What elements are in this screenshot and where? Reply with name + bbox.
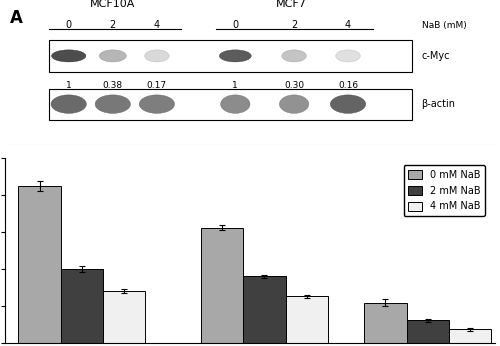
Bar xyxy=(49,40,412,72)
Text: 2: 2 xyxy=(110,20,116,30)
Ellipse shape xyxy=(144,50,169,62)
Bar xyxy=(103,291,146,343)
Ellipse shape xyxy=(282,50,306,62)
Text: 0: 0 xyxy=(66,20,72,30)
Text: NaB (mM): NaB (mM) xyxy=(422,21,466,30)
Bar xyxy=(364,303,406,343)
Bar xyxy=(286,296,328,343)
Ellipse shape xyxy=(51,95,86,113)
Bar xyxy=(18,186,60,343)
Text: 0: 0 xyxy=(232,20,238,30)
Text: β-actin: β-actin xyxy=(422,99,456,109)
Ellipse shape xyxy=(280,95,309,113)
Text: 1: 1 xyxy=(232,81,238,90)
Text: 1: 1 xyxy=(66,81,71,90)
Text: 2: 2 xyxy=(291,20,297,30)
Ellipse shape xyxy=(220,50,251,62)
Text: 0.38: 0.38 xyxy=(102,81,123,90)
Bar xyxy=(49,89,412,120)
Legend: 0 mM NaB, 2 mM NaB, 4 mM NaB: 0 mM NaB, 2 mM NaB, 4 mM NaB xyxy=(404,165,485,216)
Ellipse shape xyxy=(330,95,366,113)
Ellipse shape xyxy=(95,95,130,113)
Text: MCF10A: MCF10A xyxy=(90,0,136,9)
Bar xyxy=(201,228,244,343)
Bar xyxy=(406,320,449,343)
Text: c-Myc: c-Myc xyxy=(422,51,450,61)
Text: 0.17: 0.17 xyxy=(147,81,167,90)
Text: MCF7: MCF7 xyxy=(276,0,307,9)
Text: 0.30: 0.30 xyxy=(284,81,304,90)
Text: 0.16: 0.16 xyxy=(338,81,358,90)
Ellipse shape xyxy=(220,95,250,113)
Bar xyxy=(244,276,286,343)
Ellipse shape xyxy=(140,95,174,113)
Bar xyxy=(449,329,491,343)
Text: 4: 4 xyxy=(345,20,351,30)
Ellipse shape xyxy=(100,50,126,62)
Bar xyxy=(60,269,103,343)
Text: 4: 4 xyxy=(154,20,160,30)
Ellipse shape xyxy=(336,50,360,62)
Ellipse shape xyxy=(52,50,86,62)
Text: A: A xyxy=(10,9,23,27)
